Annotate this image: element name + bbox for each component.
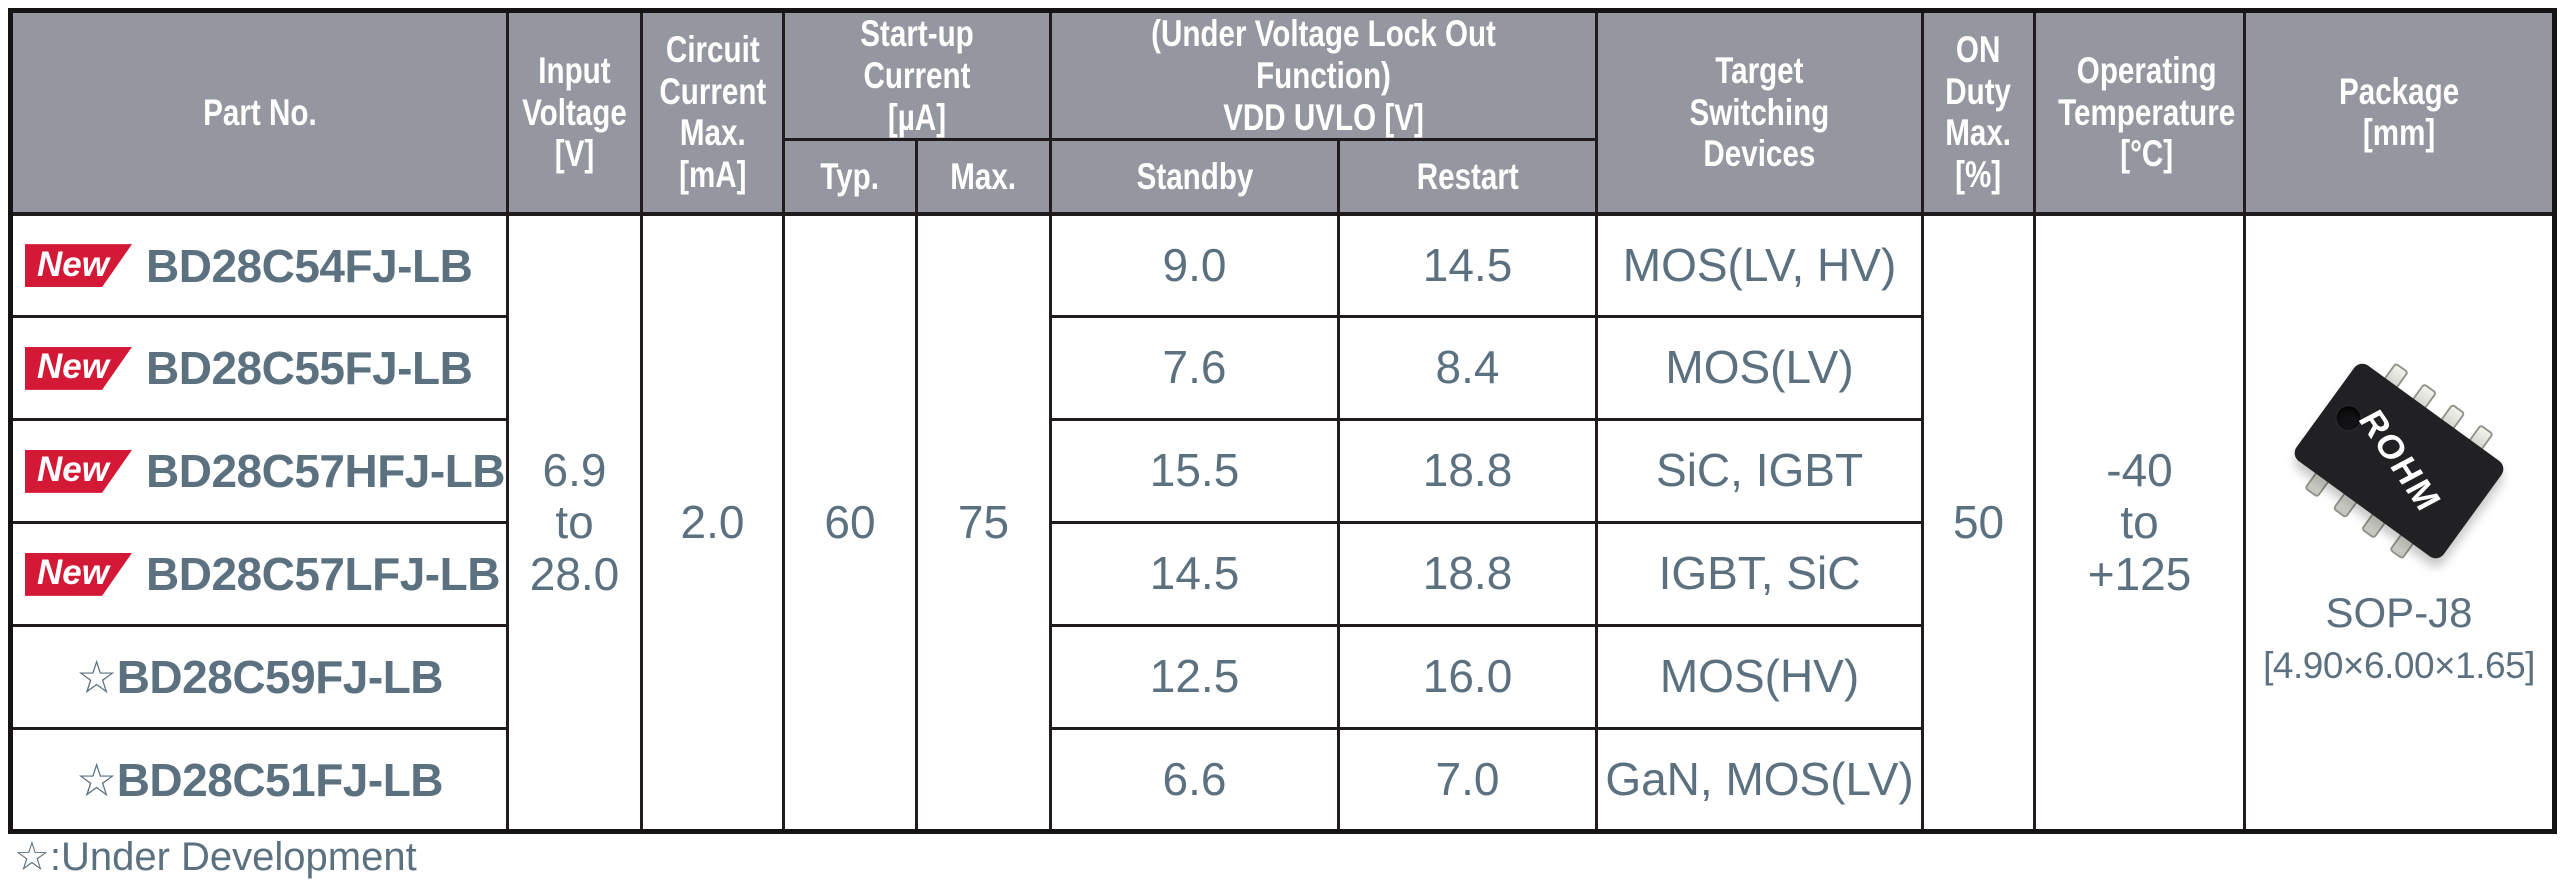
header-package: Package [mm] (2243, 8, 2557, 216)
header-on-duty: ON Duty Max. [%] (1921, 8, 2037, 216)
uvlo-standby-value: 12.5 (1049, 624, 1341, 731)
part-no-cell: ☆BD28C59FJ-LB (9, 624, 509, 731)
part-number: BD28C57HFJ-LB (146, 445, 506, 498)
target-devices-value: SiC, IGBT (1595, 418, 1925, 525)
chip-body: ROHM (2290, 360, 2508, 563)
header-target-devices: Target Switching Devices (1595, 8, 1925, 216)
uvlo-restart-value: 14.5 (1337, 212, 1599, 319)
target-devices-value: IGBT, SiC (1595, 521, 1925, 628)
table-row: New BD28C57HFJ-LB 15.5 18.8 SiC, IGBT (9, 418, 2555, 525)
header-operating-temperature: Operating Temperature [°C] (2033, 8, 2247, 216)
part-no-cell: New BD28C54FJ-LB (9, 212, 509, 319)
table-row: ☆BD28C51FJ-LB 6.6 7.0 GaN, MOS(LV) (9, 727, 2555, 834)
part-no-cell: New BD28C57HFJ-LB (9, 418, 509, 525)
header-startup-current-group: Start-up Current [µA] (781, 8, 1053, 142)
part-number: ☆BD28C51FJ-LB (75, 753, 444, 806)
table-row: New BD28C55FJ-LB 7.6 8.4 MOS(LV) (9, 315, 2555, 422)
target-devices-value: MOS(HV) (1595, 624, 1925, 731)
header-uvlo-standby: Standby (1049, 138, 1341, 216)
spec-table: Part No. Input Voltage [V] Circuit Curre… (8, 8, 2558, 835)
target-devices-value: MOS(LV, HV) (1595, 212, 1925, 319)
package-chip-image: ROHM (2284, 355, 2514, 567)
header-circuit-current: Circuit Current Max. [mA] (640, 8, 785, 216)
target-devices-value: MOS(LV) (1595, 315, 1925, 422)
under-development-note: ☆:Under Development (14, 835, 417, 879)
header-row-groups: Part No. Input Voltage [V] Circuit Curre… (9, 8, 2557, 216)
part-number: ☆BD28C59FJ-LB (75, 651, 444, 704)
header-startup-max: Max. (914, 138, 1053, 216)
header-row-sub: Typ. Max. Standby Restart (11, 138, 2555, 216)
circuit-current-value: 2.0 (640, 212, 785, 834)
part-number: BD28C55FJ-LB (146, 342, 473, 395)
uvlo-standby-value: 14.5 (1049, 521, 1341, 628)
input-voltage-value: 6.9 to 28.0 (506, 212, 643, 834)
header-uvlo-restart: Restart (1337, 138, 1599, 216)
header-part-no: Part No. (9, 8, 509, 216)
uvlo-restart-value: 18.8 (1337, 418, 1599, 525)
table-row: New BD28C57LFJ-LB 14.5 18.8 IGBT, SiC (9, 521, 2555, 628)
header-startup-typ: Typ. (782, 138, 918, 216)
uvlo-restart-value: 8.4 (1337, 315, 1599, 422)
uvlo-standby-value: 6.6 (1049, 727, 1341, 834)
table-row: ☆BD28C59FJ-LB 12.5 16.0 MOS(HV) (9, 624, 2555, 731)
operating-temperature-value: -40 to +125 (2033, 212, 2247, 834)
uvlo-standby-value: 15.5 (1049, 418, 1341, 525)
part-no-cell: ☆BD28C51FJ-LB (9, 727, 509, 834)
package-cell: ROHM SOP-J8 [4.90×6.00×1.65] (2243, 212, 2557, 834)
on-duty-value: 50 (1921, 212, 2037, 834)
header-input-voltage: Input Voltage [V] (506, 8, 643, 216)
uvlo-standby-value: 7.6 (1049, 315, 1341, 422)
part-number: BD28C54FJ-LB (146, 239, 473, 292)
part-no-cell: New BD28C55FJ-LB (9, 315, 509, 422)
uvlo-restart-value: 7.0 (1337, 727, 1599, 834)
header-uvlo-group: (Under Voltage Lock Out Function) VDD UV… (1049, 8, 1599, 142)
uvlo-restart-value: 18.8 (1337, 521, 1599, 628)
package-dimensions: [4.90×6.00×1.65] (2263, 644, 2535, 686)
new-badge: New (25, 449, 132, 493)
table-row: New BD28C54FJ-LB 6.9 to 28.0 2.0 60 75 9… (9, 212, 2557, 834)
part-no-cell: New BD28C57LFJ-LB (9, 521, 509, 628)
startup-max-value: 75 (914, 212, 1053, 834)
uvlo-standby-value: 9.0 (1049, 212, 1341, 319)
uvlo-restart-value: 16.0 (1337, 624, 1599, 731)
target-devices-value: GaN, MOS(LV) (1595, 727, 1925, 834)
new-badge: New (25, 552, 132, 596)
package-name: SOP-J8 (2325, 589, 2473, 637)
startup-typ-value: 60 (782, 212, 918, 834)
new-badge: New (25, 244, 132, 288)
part-number: BD28C57LFJ-LB (146, 548, 500, 601)
rohm-logo: ROHM (2350, 404, 2449, 518)
new-badge: New (25, 346, 132, 390)
